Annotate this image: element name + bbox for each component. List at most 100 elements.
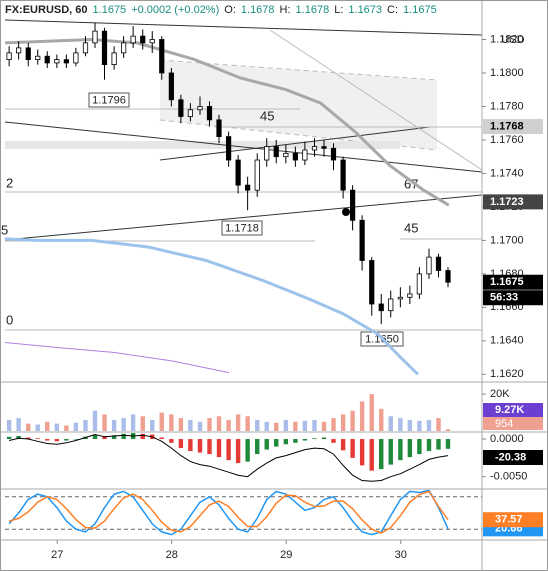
countdown-box — [483, 290, 543, 306]
price-label: 1.1796 — [92, 94, 126, 106]
candle-body — [178, 99, 184, 117]
histogram-bar — [92, 434, 98, 440]
y-tick-label: 1.1760 — [490, 134, 524, 146]
y-tick-label: 1.1820 — [490, 33, 524, 45]
volume-bar — [436, 418, 441, 431]
candle-body — [44, 55, 50, 64]
y-tick-label: 1.1800 — [490, 67, 524, 79]
candle-body — [35, 55, 41, 60]
volume-bar — [331, 418, 336, 431]
price-label: 1.1718 — [225, 222, 259, 234]
candle-body — [273, 146, 279, 158]
line-label-box — [483, 450, 543, 465]
volume-bar — [35, 424, 40, 431]
header: FX:EURUSD, 60 1.1675 +0.0002 (+0.02%) O: 1.1… — [5, 4, 437, 16]
volume-bar — [235, 414, 241, 431]
histogram-bar — [388, 439, 393, 465]
histogram-bar — [35, 438, 40, 440]
candle-body — [254, 159, 260, 191]
histogram-bar — [312, 438, 317, 440]
fib-label: 2 — [6, 175, 13, 190]
candle-body — [369, 260, 375, 305]
candle-body — [101, 30, 108, 66]
header-item: +0.0002 (+0.02%) — [131, 4, 219, 16]
histogram-bar — [369, 439, 374, 471]
candle-body — [330, 147, 337, 161]
histogram-bar — [178, 439, 184, 449]
volume-bar — [398, 418, 403, 431]
volume-bar — [111, 419, 117, 431]
volume-bar — [283, 419, 289, 431]
ma-label: 9.27K — [495, 404, 524, 416]
volume-bar — [130, 414, 136, 431]
candle-body — [388, 298, 394, 312]
candle-body — [378, 303, 384, 312]
candle-body — [426, 256, 432, 275]
histogram-bar — [445, 439, 451, 449]
header-item: 1.1673 — [348, 4, 382, 16]
volume-bar — [207, 418, 212, 431]
candle-body — [397, 296, 403, 300]
header-item: C: — [387, 4, 398, 16]
volume-bar — [54, 423, 60, 431]
histogram-bar — [274, 439, 279, 447]
fib-label: 5 — [1, 222, 8, 237]
trend-line — [159, 126, 431, 161]
volume-bar — [102, 414, 107, 431]
y-tick-label: 1.1640 — [490, 335, 524, 347]
y-tick-label: 0.0000 — [490, 433, 524, 445]
pane — [6, 394, 451, 431]
marker-dot — [342, 208, 350, 216]
price-marker-label: 1.1768 — [490, 120, 524, 132]
y-tick-label: -0.0050 — [490, 471, 527, 483]
last-volume-box — [483, 417, 543, 430]
volume-bar — [73, 422, 79, 431]
candle-body — [168, 72, 174, 101]
last-volume-label: 954 — [495, 418, 513, 430]
candle-body — [54, 59, 60, 64]
histogram-bar — [216, 439, 222, 458]
volume-bar — [321, 421, 327, 431]
histogram-bar — [436, 439, 441, 450]
histogram-bar — [426, 439, 432, 452]
fib-label: 45 — [404, 220, 418, 235]
candle-body — [73, 52, 79, 64]
histogram-bar — [226, 439, 231, 461]
y-tick-label: 1.1700 — [490, 234, 524, 246]
candle-body — [82, 42, 89, 54]
volume-bar — [92, 410, 98, 431]
volume-bar — [64, 425, 69, 431]
fib-label: 45 — [260, 108, 274, 123]
candle-body — [350, 189, 356, 221]
line — [8, 490, 449, 534]
candle-body — [140, 35, 146, 44]
x-tick-label: 29 — [280, 549, 292, 561]
line-label: -20.38 — [495, 451, 526, 463]
fan-line — [269, 29, 482, 171]
histogram-bar — [64, 439, 69, 441]
zone — [5, 141, 400, 149]
header-item: H: — [280, 4, 291, 16]
histogram-bar — [121, 433, 126, 440]
candle-body — [121, 42, 127, 54]
histogram-bar — [283, 439, 289, 445]
histogram-bar — [302, 439, 308, 441]
candle-body — [16, 47, 22, 54]
candle-body — [416, 273, 422, 295]
header-item: 1.1675 — [403, 4, 437, 16]
volume-bar — [216, 416, 222, 431]
candle-body — [149, 39, 155, 44]
pane — [5, 490, 482, 536]
histogram-bar — [54, 439, 60, 442]
price-marker-label: 1.1723 — [490, 196, 524, 208]
candle-body — [321, 146, 327, 149]
trend-line — [4, 19, 482, 36]
candle-body — [159, 39, 165, 74]
volume-bar — [169, 414, 174, 431]
volume-bar — [159, 412, 164, 431]
pane — [6, 433, 451, 482]
volume-bar — [369, 394, 374, 431]
volume-bar — [226, 419, 231, 431]
candle-body — [435, 256, 442, 271]
volume-bar — [359, 401, 365, 431]
